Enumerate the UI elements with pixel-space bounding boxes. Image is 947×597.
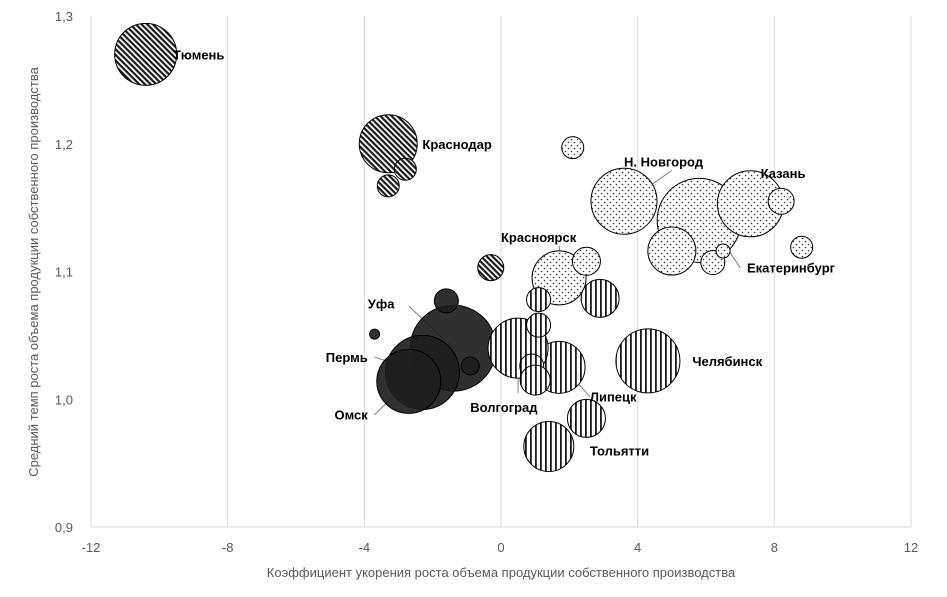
bubble-dots	[790, 235, 814, 259]
bubble-vlines	[526, 287, 552, 313]
bubble-dots	[590, 167, 658, 235]
bubble-label: Липецк	[590, 390, 637, 405]
x-tick-label: 8	[771, 540, 778, 555]
bubble-crosshatch	[393, 157, 417, 181]
x-tick-label: 0	[497, 540, 504, 555]
bubble-label: Тюмень	[173, 47, 224, 62]
bubble-label: Красноярск	[501, 230, 577, 245]
bubble-vlines	[519, 364, 551, 396]
bubble-label: Пермь	[326, 350, 368, 365]
y-tick-label: 1,0	[55, 392, 73, 407]
bubble-dots	[561, 136, 585, 160]
bubble-solid	[433, 288, 459, 314]
bubble-labels: Тюмень Краснодар Н. Новгород Казань Краснояр…	[173, 47, 836, 458]
bubble-label: Краснодар	[422, 137, 491, 152]
bubble-label: Челябинск	[692, 354, 762, 369]
bubble-dots	[571, 246, 601, 276]
bubble-vlines	[526, 312, 552, 338]
x-tick-label: -12	[82, 540, 101, 555]
bubble-dots	[767, 187, 795, 215]
bubble-label: Тольятти	[590, 443, 649, 458]
bubble-vlines	[523, 421, 575, 473]
x-tick-label: 12	[904, 540, 918, 555]
bubble-label: Н. Новгород	[624, 155, 704, 170]
y-tick-label: 1,2	[55, 137, 73, 152]
bubble-solid	[460, 356, 480, 376]
bubble-label: Уфа	[368, 296, 395, 311]
y-tick-label: 1,3	[55, 9, 73, 24]
bubble-vlines	[580, 278, 620, 318]
bubble-series	[114, 22, 814, 473]
x-axis-title: Коэффициент укорения роста объема продук…	[267, 565, 736, 580]
bubble-crosshatch	[477, 254, 505, 282]
x-axis-tick-labels: -12 -8 -4 0 4 8 12	[82, 540, 919, 555]
grid-lines	[90, 16, 912, 528]
bubble-dots	[715, 243, 731, 259]
bubble-crosshatch	[114, 22, 178, 86]
bubble-label: Екатеринбург	[747, 261, 836, 276]
y-tick-label: 0,9	[55, 520, 73, 535]
bubble-label: Волгоград	[470, 400, 538, 415]
y-axis-tick-labels: 0,9 1,0 1,1 1,2 1,3	[55, 9, 73, 535]
bubble-dots	[647, 226, 697, 276]
bubble-solid	[376, 348, 442, 414]
bubble-solid	[369, 328, 381, 340]
y-axis-title: Средний темп роста объема продукции собс…	[26, 66, 41, 476]
bubble-label: Омск	[334, 408, 368, 423]
bubble-crosshatch	[376, 174, 400, 198]
bubble-vlines	[615, 328, 681, 394]
bubble-label: Казань	[761, 166, 806, 181]
y-tick-label: 1,1	[55, 265, 73, 280]
bubble-vlines	[566, 398, 606, 438]
x-tick-label: -4	[359, 540, 371, 555]
x-tick-label: -8	[222, 540, 234, 555]
x-tick-label: 4	[634, 540, 641, 555]
